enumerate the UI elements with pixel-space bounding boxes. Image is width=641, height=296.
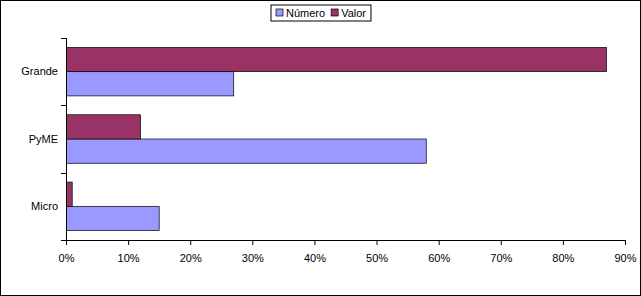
chart: 0% 10% 20% 30% 40% 50% 60% 70% 80% 90% Grande PyME M… xyxy=(0,0,641,296)
x-tick-label: 60% xyxy=(428,252,450,264)
y-axis-line xyxy=(66,38,67,240)
bar xyxy=(66,115,141,139)
legend: Número Valor xyxy=(271,5,371,21)
legend-item: Valor xyxy=(331,7,366,19)
x-tick: 40% xyxy=(304,240,326,264)
x-tick-mark xyxy=(190,240,191,245)
x-tick-mark xyxy=(377,240,378,245)
legend-label: Valor xyxy=(341,7,366,19)
x-tick-label: 50% xyxy=(366,252,388,264)
bars xyxy=(66,47,606,230)
bar xyxy=(66,139,426,163)
y-tick-label: Micro xyxy=(31,200,58,212)
x-tick: 70% xyxy=(490,240,512,264)
x-tick: 0% xyxy=(59,240,75,264)
x-axis-line xyxy=(67,241,626,246)
y-tick: Grande xyxy=(21,65,66,77)
y-axis: Grande PyME Micro xyxy=(21,38,66,240)
x-tick-label: 40% xyxy=(304,252,326,264)
x-tick-mark xyxy=(563,240,564,245)
category-divider xyxy=(61,240,66,241)
x-tick-mark xyxy=(439,240,440,245)
x-tick-label: 90% xyxy=(614,252,636,264)
x-tick-mark xyxy=(128,240,129,245)
legend-box xyxy=(271,5,371,21)
x-tick: 20% xyxy=(180,240,202,264)
x-tick-mark xyxy=(66,240,67,245)
x-tick-label: 30% xyxy=(242,252,264,264)
y-tick-label: PyME xyxy=(29,133,58,145)
x-tick: 80% xyxy=(552,240,574,264)
x-tick-label: 20% xyxy=(180,252,202,264)
x-tick: 10% xyxy=(118,240,140,264)
x-tick: 50% xyxy=(366,240,388,264)
x-tick-mark xyxy=(252,240,253,245)
x-tick-label: 80% xyxy=(552,252,574,264)
legend-swatch xyxy=(331,9,338,16)
y-tick: Micro xyxy=(31,200,66,212)
x-tick: 60% xyxy=(428,240,450,264)
x-tick-mark xyxy=(625,240,626,245)
x-tick-label: 0% xyxy=(59,252,75,264)
category-divider xyxy=(61,173,66,174)
bar xyxy=(66,47,606,71)
legend-item: Número xyxy=(276,7,325,19)
category-divider xyxy=(61,38,66,39)
category-divider xyxy=(61,105,66,106)
x-tick-label: 70% xyxy=(490,252,512,264)
legend-swatch xyxy=(276,9,283,16)
x-tick: 30% xyxy=(242,240,264,264)
y-tick-label: Grande xyxy=(21,65,58,77)
legend-label: Número xyxy=(286,7,325,19)
category-dividers xyxy=(61,39,66,241)
x-axis: 0% 10% 20% 30% 40% 50% 60% 70% 80% 90% xyxy=(59,240,637,264)
chart-frame xyxy=(1,1,641,296)
x-tick-mark xyxy=(314,240,315,245)
x-tick-mark xyxy=(501,240,502,245)
bar xyxy=(66,72,234,96)
x-tick: 90% xyxy=(614,240,636,264)
x-tick-label: 10% xyxy=(118,252,140,264)
y-tick: PyME xyxy=(29,133,66,145)
bar xyxy=(66,206,159,230)
